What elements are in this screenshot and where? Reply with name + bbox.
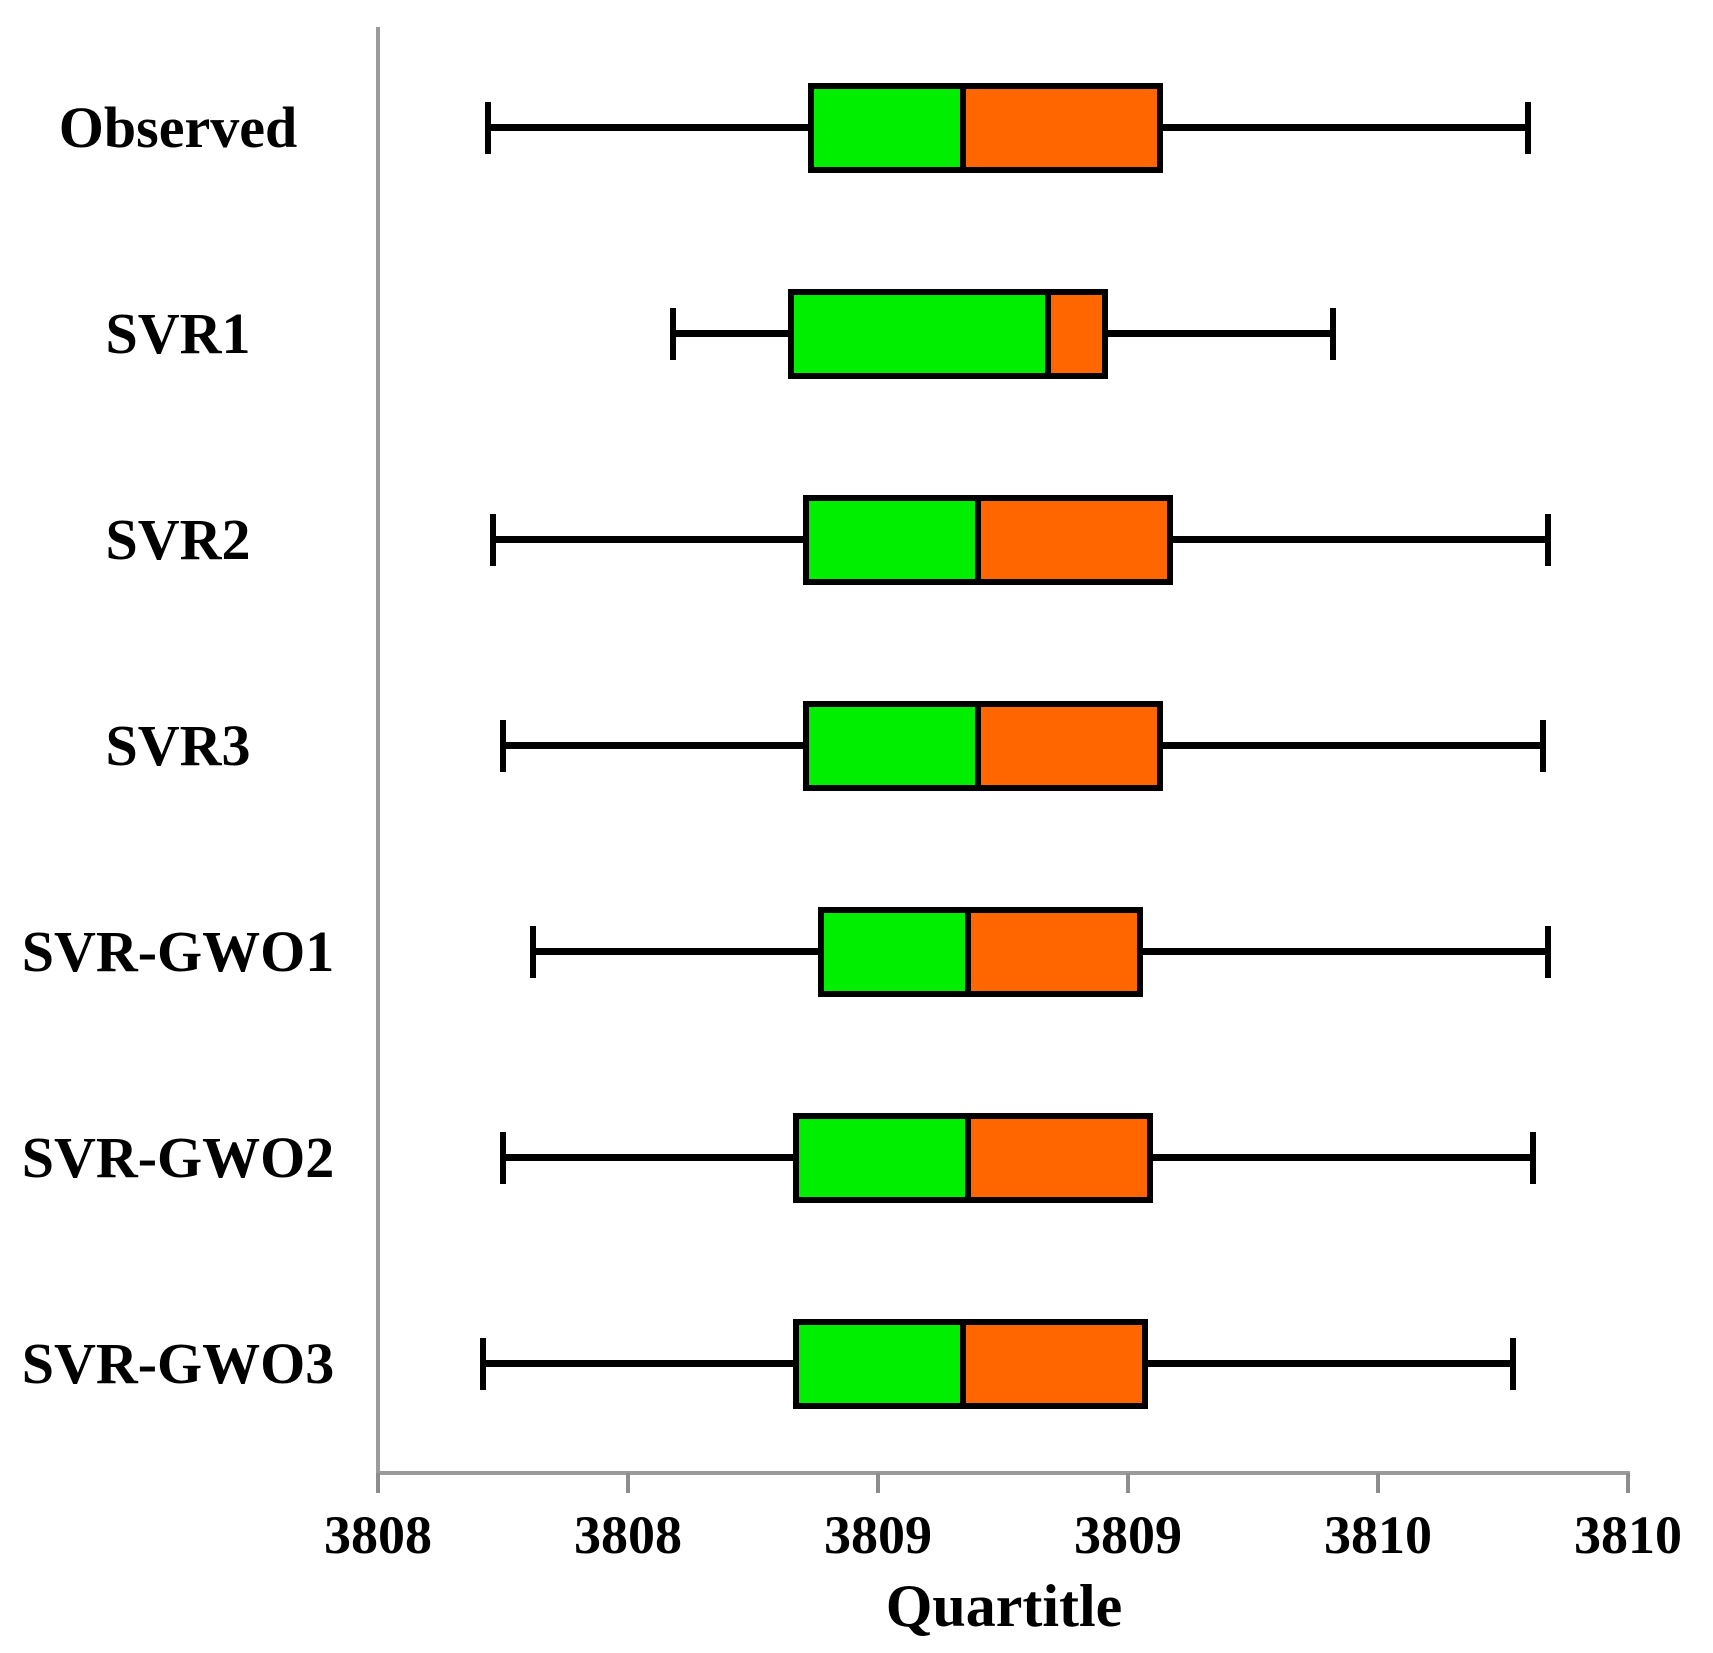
box-lower-quartile bbox=[794, 295, 1045, 373]
box bbox=[803, 495, 1173, 585]
x-axis-tick bbox=[1126, 1473, 1130, 1493]
whisker-cap-right bbox=[1510, 1338, 1516, 1390]
category-label: Observed bbox=[58, 95, 298, 160]
whisker-cap-left bbox=[500, 720, 506, 772]
x-axis-tick-label: 3809 bbox=[824, 1505, 932, 1565]
category-label: SVR-GWO1 bbox=[21, 919, 335, 984]
box-lower-quartile bbox=[814, 89, 960, 167]
whisker-cap-left bbox=[485, 102, 491, 154]
x-axis-tick-label: 3808 bbox=[324, 1505, 432, 1565]
box-upper-quartile bbox=[971, 1119, 1147, 1197]
box-lower-quartile bbox=[824, 913, 965, 991]
y-axis-line bbox=[376, 27, 380, 1475]
whisker-cap-right bbox=[1530, 1132, 1536, 1184]
median-line bbox=[1045, 295, 1051, 373]
whisker-cap-right bbox=[1525, 102, 1531, 154]
x-axis-tick-label: 3810 bbox=[1324, 1505, 1432, 1565]
category-label: SVR-GWO3 bbox=[21, 1331, 335, 1396]
box bbox=[808, 83, 1163, 173]
median-line bbox=[960, 1325, 966, 1403]
x-axis-tick bbox=[376, 1473, 380, 1493]
x-axis-tick bbox=[1626, 1473, 1630, 1493]
x-axis-tick-label: 3809 bbox=[1074, 1505, 1182, 1565]
whisker-cap-left bbox=[500, 1132, 506, 1184]
median-line bbox=[965, 1119, 971, 1197]
box-lower-quartile bbox=[809, 501, 975, 579]
whisker-cap-right bbox=[1330, 308, 1336, 360]
box-upper-quartile bbox=[971, 913, 1137, 991]
whisker-cap-left bbox=[480, 1338, 486, 1390]
category-label: SVR1 bbox=[105, 301, 251, 366]
whisker-cap-right bbox=[1545, 514, 1551, 566]
whisker-cap-right bbox=[1545, 926, 1551, 978]
x-axis-tick bbox=[1376, 1473, 1380, 1493]
box bbox=[788, 289, 1108, 379]
x-axis-line bbox=[378, 1471, 1630, 1475]
whisker-cap-left bbox=[530, 926, 536, 978]
whisker-cap-left bbox=[490, 514, 496, 566]
box bbox=[818, 907, 1143, 997]
median-line bbox=[965, 913, 971, 991]
box-lower-quartile bbox=[799, 1325, 960, 1403]
median-line bbox=[975, 501, 981, 579]
median-line bbox=[960, 89, 966, 167]
category-label: SVR3 bbox=[105, 713, 251, 778]
box-lower-quartile bbox=[809, 707, 975, 785]
whisker-cap-right bbox=[1540, 720, 1546, 772]
x-axis-tick-label: 3808 bbox=[574, 1505, 682, 1565]
category-label: SVR-GWO2 bbox=[21, 1125, 335, 1190]
box-upper-quartile bbox=[966, 89, 1157, 167]
x-axis-tick bbox=[626, 1473, 630, 1493]
category-label: SVR2 bbox=[105, 507, 251, 572]
median-line bbox=[975, 707, 981, 785]
box bbox=[803, 701, 1163, 791]
box bbox=[793, 1319, 1148, 1409]
box bbox=[793, 1113, 1153, 1203]
box-upper-quartile bbox=[981, 707, 1157, 785]
x-axis-tick-label: 3810 bbox=[1574, 1505, 1682, 1565]
box-lower-quartile bbox=[799, 1119, 965, 1197]
box-upper-quartile bbox=[1051, 295, 1102, 373]
x-axis-title: Quartitle bbox=[885, 1573, 1123, 1639]
whisker-cap-left bbox=[670, 308, 676, 360]
box-upper-quartile bbox=[981, 501, 1167, 579]
x-axis-tick bbox=[876, 1473, 880, 1493]
box-upper-quartile bbox=[966, 1325, 1142, 1403]
